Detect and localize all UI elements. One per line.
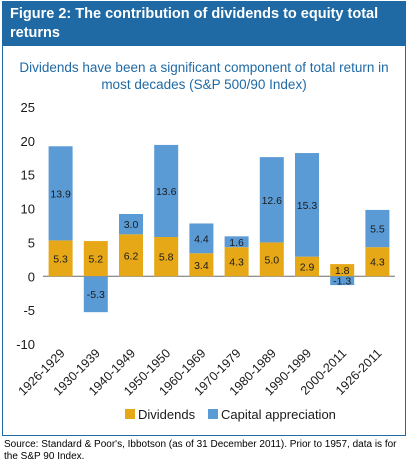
y-tick-label: 25: [21, 100, 35, 115]
figure-frame: Figure 2: The contribution of dividends …: [2, 1, 406, 436]
data-label-capital-appreciation: 1.6: [229, 237, 244, 249]
figure-header: Figure 2: The contribution of dividends …: [3, 2, 405, 46]
legend-swatch-dividends: [125, 409, 135, 419]
data-label-capital-appreciation: -1.3: [333, 276, 351, 288]
bar-capital-appreciation: [48, 146, 73, 241]
data-label-dividends: 5.0: [264, 254, 279, 266]
stacked-bar-chart: 2520151050-5-101926-19291930-19391940-19…: [16, 100, 395, 422]
data-label-dividends: 3.4: [194, 260, 209, 272]
data-label-dividends: 4.3: [229, 257, 244, 269]
bar-dividends: [365, 247, 390, 277]
bar-capital-appreciation: [83, 276, 108, 313]
y-tick-label: 5: [28, 235, 35, 250]
bar-dividends: [330, 264, 355, 277]
data-label-capital-appreciation: 3.0: [124, 219, 139, 231]
figure-title: Figure 2: The contribution of dividends …: [10, 6, 379, 41]
data-label-dividends: 5.3: [53, 253, 68, 265]
data-label-dividends: 4.3: [370, 257, 385, 269]
bar-capital-appreciation: [189, 223, 214, 254]
y-tick-label: 15: [21, 168, 35, 183]
bars-layer: [48, 144, 390, 313]
data-label-capital-appreciation: 4.4: [194, 233, 209, 245]
chart-subtitle: Dividends have been a significant compon…: [19, 60, 389, 92]
legend: Dividends Capital appreciation: [125, 407, 336, 422]
bar-capital-appreciation: [154, 144, 179, 238]
bar-dividends: [119, 234, 143, 277]
bar-dividends: [259, 242, 284, 277]
data-label-capital-appreciation: 13.6: [156, 186, 177, 198]
bar-capital-appreciation: [224, 236, 249, 248]
data-label-capital-appreciation: 15.3: [297, 200, 318, 212]
data-label-dividends: 2.9: [300, 261, 315, 273]
bar-capital-appreciation: [259, 157, 284, 243]
data-label-capital-appreciation: 13.9: [50, 188, 71, 200]
data-label-dividends: 5.2: [88, 254, 103, 266]
y-tick-label: 0: [28, 269, 35, 284]
y-tick-label: 10: [21, 202, 35, 217]
legend-label-capital-appreciation: Capital appreciation: [221, 407, 336, 422]
bar-capital-appreciation: [330, 276, 355, 286]
labels-layer: 5.3 13.9 5.2 -5.3 6.2 3.0 5.8 13.6 3.4 4.4 4.3 1.6 5…: [50, 186, 384, 301]
bar-dividends: [189, 253, 214, 277]
data-label-dividends: 6.2: [124, 250, 139, 262]
bar-dividends: [224, 247, 249, 277]
legend-swatch-capital-appreciation: [208, 409, 218, 419]
data-label-dividends: 5.8: [159, 252, 174, 264]
bar-capital-appreciation: [365, 209, 390, 248]
legend-label-dividends: Dividends: [138, 407, 196, 422]
y-tick-label: 20: [21, 134, 35, 149]
y-tick-label: -10: [16, 337, 35, 352]
data-label-dividends: 1.8: [335, 265, 350, 277]
bar-dividends: [83, 241, 108, 277]
data-label-capital-appreciation: 5.5: [370, 224, 385, 236]
bar-dividends: [154, 237, 179, 277]
y-tick-label: -5: [23, 303, 35, 318]
data-label-capital-appreciation: -5.3: [87, 289, 105, 301]
bar-dividends: [48, 240, 73, 277]
bar-capital-appreciation: [119, 213, 143, 235]
bar-capital-appreciation: [295, 153, 319, 257]
bar-dividends: [295, 256, 319, 277]
axis-layer: 2520151050-5-101926-19291930-19391940-19…: [16, 100, 395, 398]
data-label-capital-appreciation: 12.6: [262, 195, 283, 207]
source-note: Source: Standard & Poor's, Ibbotson (as …: [4, 439, 397, 462]
